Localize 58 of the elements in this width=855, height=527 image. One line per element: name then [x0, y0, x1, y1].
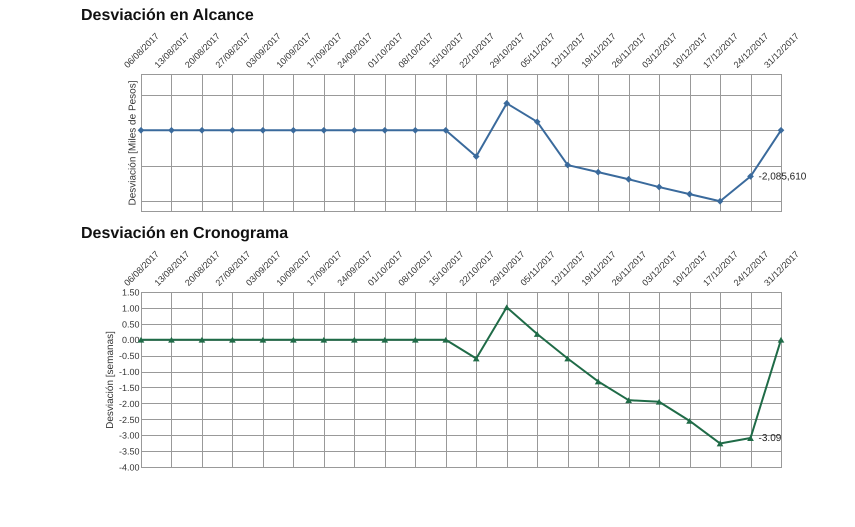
y-tick-label: -0.50	[118, 351, 140, 362]
y-tick-label: -4.00	[118, 462, 140, 472]
point	[747, 173, 754, 180]
point	[381, 126, 388, 134]
point	[534, 118, 541, 126]
point	[412, 336, 419, 343]
point	[350, 336, 358, 343]
point	[716, 198, 724, 205]
point	[594, 168, 602, 176]
data-label: -3.09	[758, 433, 782, 444]
point	[747, 435, 754, 441]
point	[320, 126, 328, 134]
point	[594, 378, 602, 384]
point	[350, 126, 358, 134]
point	[320, 336, 328, 343]
point	[778, 336, 784, 343]
point	[381, 336, 388, 343]
y-tick-label: 1.00	[122, 303, 140, 314]
y-tick-label: -3.50	[118, 446, 140, 457]
y-axis-title: Desviación [Miles de Pesos]	[128, 80, 138, 206]
point	[290, 126, 297, 134]
annotation: -2,085,610	[758, 171, 807, 182]
point	[564, 162, 572, 168]
point	[442, 126, 450, 134]
y-tick-label: -1.50	[118, 382, 140, 393]
point	[716, 440, 724, 446]
point	[503, 100, 510, 107]
point	[260, 126, 266, 134]
point	[168, 126, 175, 134]
point	[198, 336, 206, 343]
point	[260, 336, 266, 343]
point	[656, 398, 662, 405]
y-tick-label: -3.00	[118, 430, 140, 441]
point	[656, 184, 662, 190]
point	[686, 418, 693, 424]
point	[412, 126, 419, 134]
point	[625, 176, 632, 183]
y-tick-label: 0.00	[122, 335, 140, 346]
point	[625, 397, 632, 404]
y-tick-label: 1.50	[122, 288, 140, 298]
y-tick-label: -2.50	[118, 414, 140, 425]
point	[229, 126, 236, 134]
point	[686, 190, 693, 198]
point	[442, 336, 450, 343]
point	[229, 336, 236, 343]
chart-title: Desviación en Alcance	[81, 7, 254, 24]
point	[198, 126, 206, 134]
point	[778, 126, 784, 134]
y-tick-label: -1.00	[118, 367, 140, 378]
point	[472, 153, 480, 160]
point	[138, 126, 144, 134]
y-tick-label: 0.50	[122, 319, 140, 330]
y-axis-title: Desviación [semanas]	[104, 330, 116, 429]
point	[290, 336, 297, 343]
point	[168, 336, 175, 343]
y-tick-label: -2.00	[118, 398, 140, 409]
point	[472, 356, 480, 362]
chart-title: Desviación en Cronograma	[81, 225, 288, 242]
